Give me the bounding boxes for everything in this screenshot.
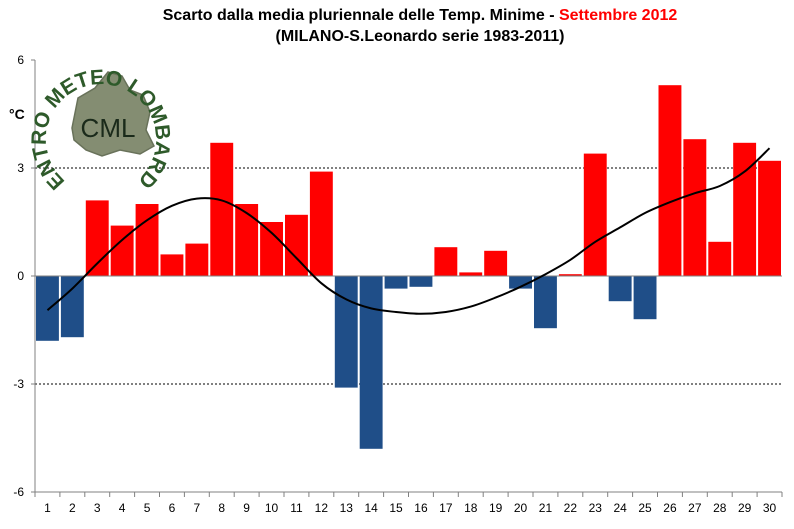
x-tick-label: 7	[194, 501, 201, 515]
bar-day-6	[160, 254, 184, 276]
x-tick-label: 1	[44, 501, 51, 515]
title-main: Scarto dalla media pluriennale delle Tem…	[162, 7, 559, 24]
bar-day-10	[260, 222, 283, 276]
bar-day-12	[309, 171, 333, 276]
bar-day-27	[683, 139, 707, 276]
y-tick-labels: 6 3 0 -3 -6	[13, 53, 24, 499]
x-tick-label: 27	[688, 501, 702, 515]
bar-day-4	[110, 225, 134, 276]
x-tick-labels: 1 2 3 4 5 6 7 8 9 10 11 12 13 14 15 16 17 18 19 20 21 22 23 24 2…	[44, 501, 776, 515]
x-tick-label: 10	[265, 501, 279, 515]
bar-day-24	[608, 276, 632, 302]
x-tick-label: 28	[713, 501, 727, 515]
x-tick-label: 6	[169, 501, 176, 515]
x-tick-label: 26	[663, 501, 677, 515]
y-tick-label: 3	[17, 161, 24, 175]
x-tick-label: 11	[290, 501, 303, 515]
x-tick-label: 30	[763, 501, 777, 515]
x-tick-label: 18	[464, 501, 478, 515]
bar-day-14	[359, 276, 383, 449]
title-line-1: Scarto dalla media pluriennale delle Tem…	[0, 5, 794, 26]
bar-day-9	[235, 204, 259, 276]
x-tick-label: 2	[69, 501, 76, 515]
bar-day-17	[434, 247, 458, 276]
bar-day-21	[534, 276, 557, 329]
x-tick-label: 9	[243, 501, 250, 515]
x-tick-label: 29	[738, 501, 752, 515]
x-tick-label: 17	[439, 501, 453, 515]
x-tick-label: 5	[144, 501, 151, 515]
bar-day-19	[484, 250, 508, 276]
x-tick-label: 8	[218, 501, 225, 515]
bar-day-1	[36, 276, 59, 341]
y-tick-label: -3	[13, 377, 24, 391]
bar-day-5	[135, 204, 159, 276]
bar-day-15	[384, 276, 408, 289]
bar-day-7	[185, 243, 209, 276]
x-tick-label: 4	[119, 501, 126, 515]
x-tick-label: 23	[589, 501, 603, 515]
bar-day-23	[583, 153, 607, 276]
bar-day-18	[459, 272, 483, 276]
bar-day-28	[708, 241, 732, 276]
bar-day-20	[509, 276, 532, 289]
lombardy-map-shape	[71, 71, 155, 157]
x-tick-label: 13	[340, 501, 354, 515]
bar-day-30	[758, 160, 781, 276]
x-tick-label: 12	[315, 501, 329, 515]
y-tick-label: -6	[13, 485, 24, 499]
x-tick-label: 20	[514, 501, 528, 515]
bar-day-29	[733, 142, 757, 276]
x-tick-label: 16	[414, 501, 428, 515]
bar-day-2	[60, 276, 84, 338]
bar-day-11	[285, 214, 308, 276]
chart-title: Scarto dalla media pluriennale delle Tem…	[0, 5, 794, 47]
bar-day-26	[658, 85, 682, 276]
y-tick-label: 0	[17, 269, 24, 283]
x-tick-label: 14	[364, 501, 378, 515]
x-tick-label: 22	[564, 501, 578, 515]
y-tick-label: 6	[17, 53, 24, 67]
bar-day-8	[210, 142, 234, 276]
x-tick-label: 25	[638, 501, 652, 515]
bar-day-22	[558, 274, 582, 276]
logo-cml-text: CML	[81, 113, 136, 143]
trend-line	[46, 147, 771, 315]
x-tick-label: 15	[389, 501, 403, 515]
bar-day-13	[334, 276, 358, 388]
x-tick-label: 24	[613, 501, 627, 515]
cml-logo: CML CENTRO METEO LOMBARDO	[0, 0, 174, 194]
bar-day-25	[633, 276, 657, 320]
axes	[31, 59, 783, 497]
gridlines	[35, 167, 782, 385]
x-tick-label: 19	[489, 501, 503, 515]
x-tick-label: 21	[539, 501, 553, 515]
title-month: Settembre 2012	[558, 7, 678, 24]
y-unit-label: °C	[9, 106, 25, 122]
title-line-2: (MILANO-S.Leonardo serie 1983-2011)	[275, 28, 565, 45]
bar-day-16	[409, 276, 433, 287]
x-tick-label: 3	[94, 501, 101, 515]
